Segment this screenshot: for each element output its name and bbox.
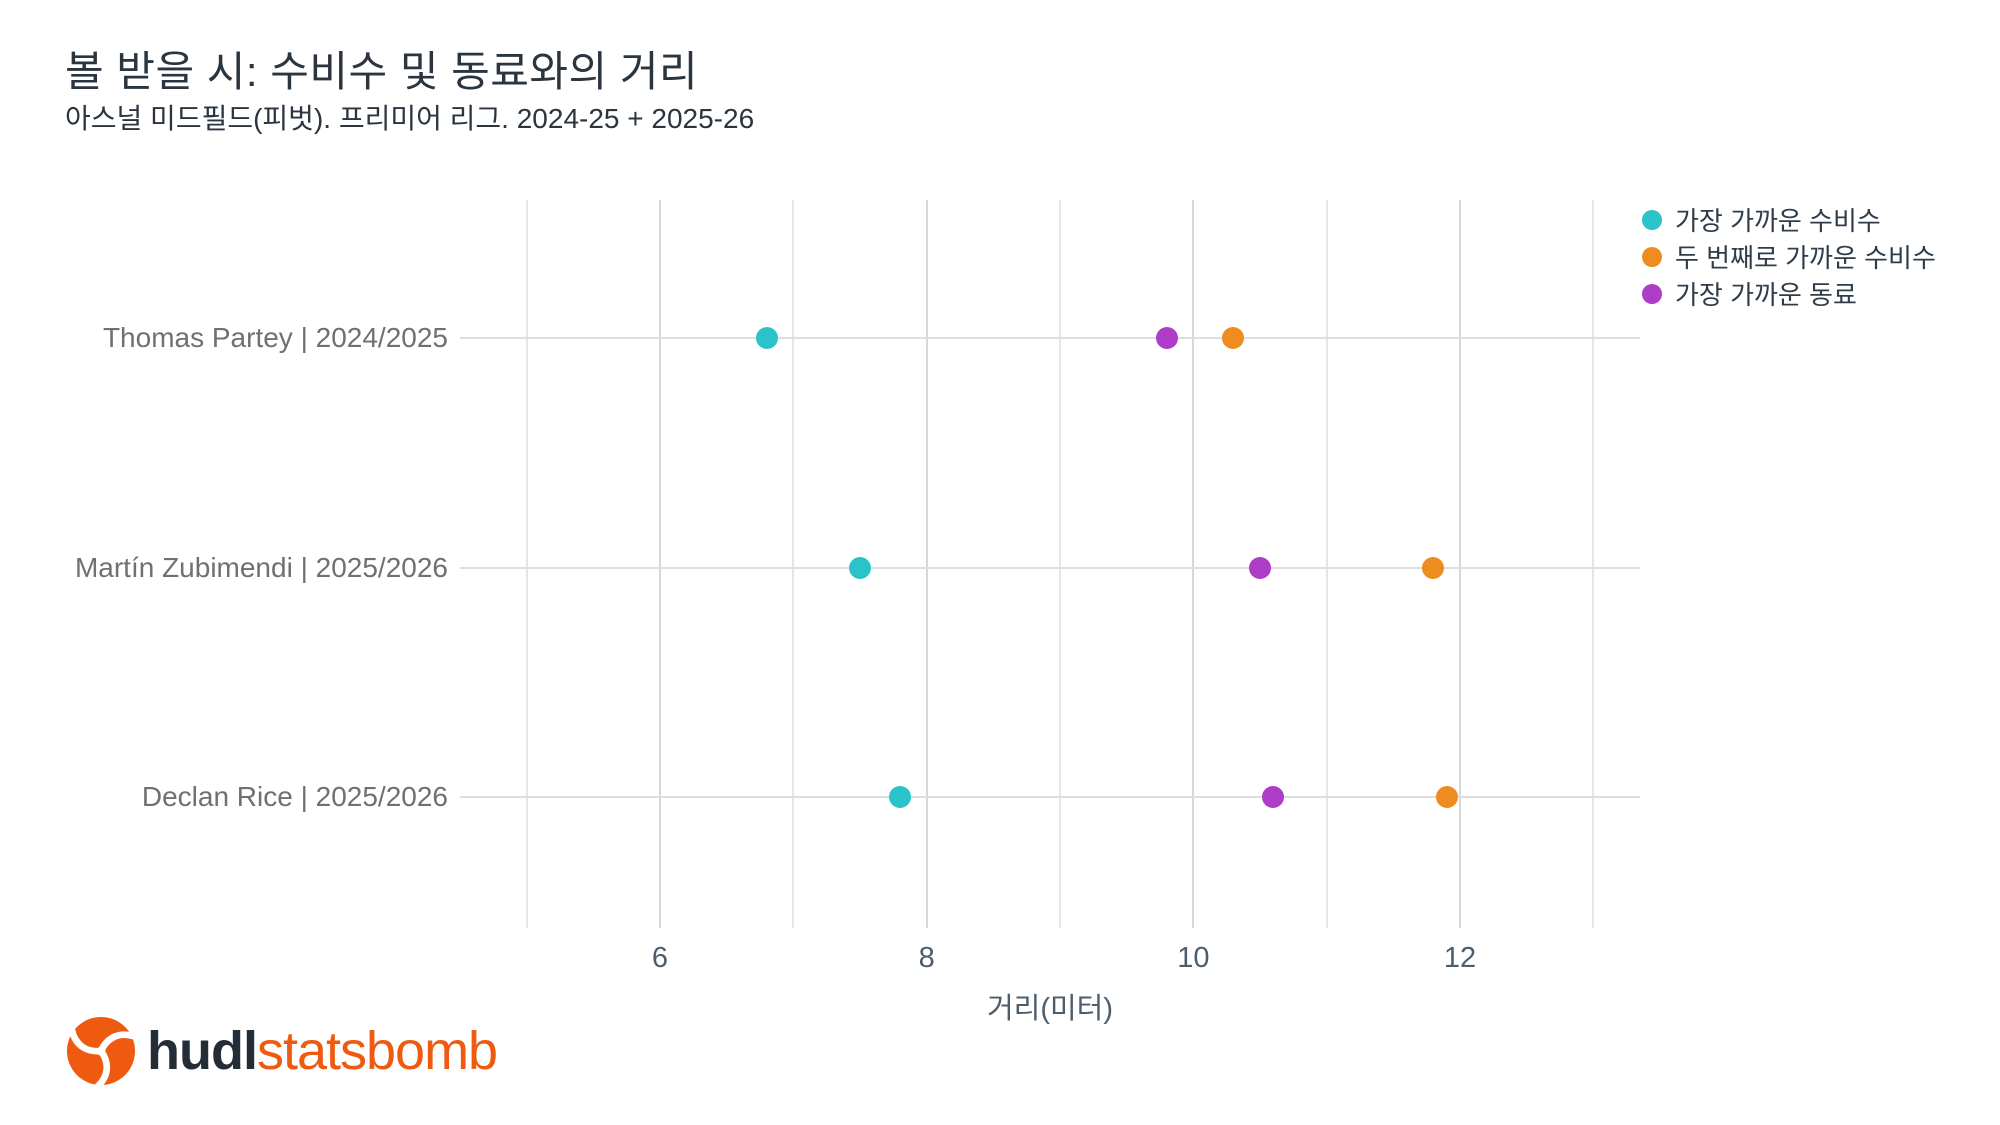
brand-footer: hudl statsbomb: [64, 1014, 498, 1088]
row-label: Declan Rice | 2025/2026: [141, 780, 448, 812]
data-point-series3-row3: [1262, 785, 1285, 808]
gridline-x-5: [525, 200, 528, 928]
gridline-x-6: [659, 200, 661, 928]
legend-swatch-icon: [1642, 209, 1662, 230]
x-tick-label-10: 10: [1177, 942, 1210, 974]
data-point-series1-row1: [755, 327, 778, 350]
legend-label: 가장 가까운 동료: [1675, 280, 1857, 310]
gridline-x-10: [1192, 200, 1195, 928]
gridline-x-8: [925, 200, 928, 928]
x-tick-label-8: 8: [918, 942, 935, 974]
legend-swatch-icon: [1642, 246, 1662, 267]
data-point-series2-row2: [1422, 556, 1445, 579]
gridline-x-13: [1592, 200, 1595, 928]
row-label: Martín Zubimendi | 2025/2026: [74, 551, 448, 583]
brand-statsbomb: statsbomb: [256, 1021, 498, 1081]
gridline-x-9: [1059, 200, 1061, 928]
data-point-series3-row1: [1155, 327, 1178, 350]
plot-area: [460, 200, 1640, 928]
legend-label: 두 번째로 가까운 수비수: [1675, 243, 1936, 273]
gridline-x-7: [792, 200, 795, 928]
gridline-x-12: [1459, 200, 1461, 928]
data-point-series1-row3: [889, 785, 911, 808]
legend-item-3: 가장 가까운 동료: [1642, 275, 1936, 312]
chart-subtitle: 아스널 미드필드(피벗). 프리미어 리그. 2024-25 + 2025-26: [65, 103, 755, 134]
brand-hudl: hudl: [147, 1021, 258, 1081]
y-axis-row-labels: Thomas Partey | 2024/2025 Martín Zubimend…: [0, 200, 448, 928]
legend-item-2: 두 번째로 가까운 수비수: [1642, 238, 1936, 275]
gridline-x-11: [1325, 200, 1328, 928]
row-label: Thomas Partey | 2024/2025: [102, 322, 448, 354]
data-point-series1-row2: [849, 556, 871, 579]
x-tick-label-12: 12: [1443, 942, 1477, 974]
x-tick-label-6: 6: [651, 942, 669, 974]
row-line: [460, 795, 1640, 798]
x-axis-label: 거리(미터): [986, 993, 1114, 1025]
data-point-series2-row1: [1222, 327, 1245, 350]
data-point-series3-row2: [1249, 556, 1271, 579]
row-line: [460, 337, 1640, 340]
data-point-series2-row3: [1435, 785, 1458, 808]
legend-label: 가장 가까운 수비수: [1675, 206, 1881, 236]
legend-item-1: 가장 가까운 수비수: [1642, 201, 1936, 238]
chart-title: 볼 받을 시: 수비수 및 동료와의 거리: [65, 48, 699, 95]
legend-swatch-icon: [1642, 283, 1662, 304]
row-line: [460, 566, 1640, 569]
hudl-statsbomb-logo-icon: [66, 1016, 137, 1088]
